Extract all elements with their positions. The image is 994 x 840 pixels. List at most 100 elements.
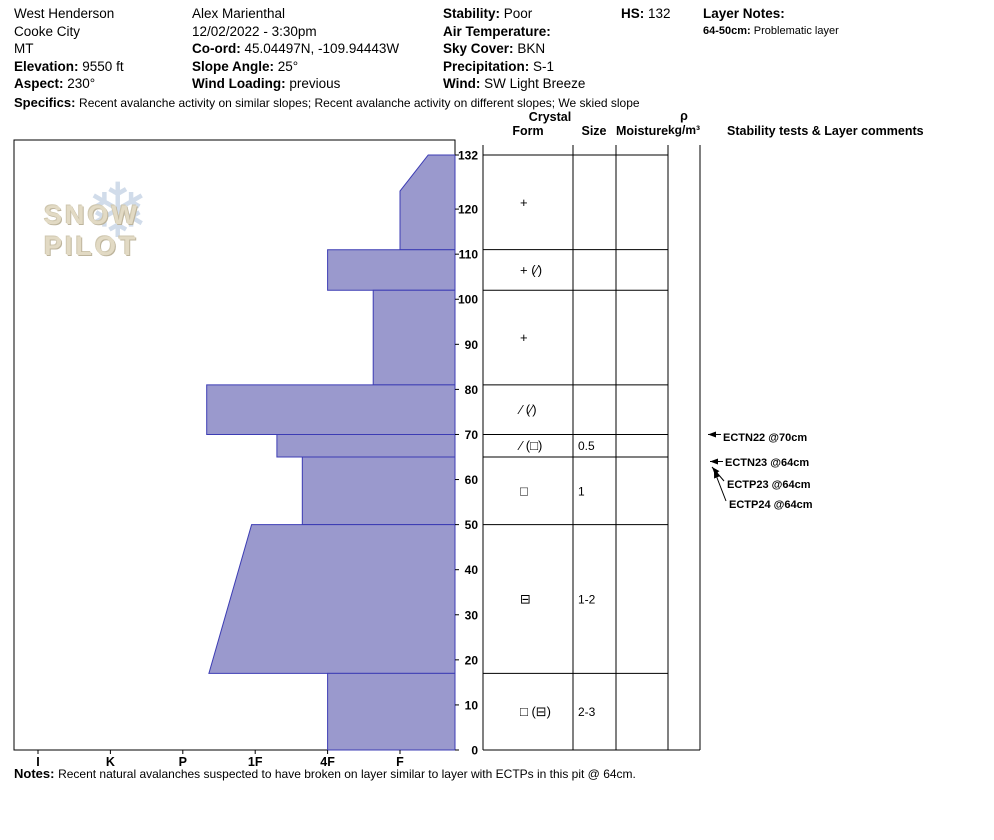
aspect-row: Aspect: 230° (14, 75, 124, 93)
depth-tick-label: 20 (465, 653, 479, 667)
crystal-form: + (520, 195, 528, 210)
air-temp-label: Air Temperature: (443, 23, 551, 39)
snowpilot-logo: ❄ SNOW PILOT (42, 169, 222, 261)
snow-layer-17-0cm (327, 672, 456, 751)
stability-test-arrow (711, 466, 725, 482)
coord-label: Co-ord: (192, 41, 241, 57)
specifics-row: Specifics: Recent avalanche activity on … (14, 95, 640, 110)
hardness-label-I: I (36, 755, 39, 769)
precip-row: Precipitation: S-1 (443, 58, 585, 76)
stability-test-label: ECTP23 @64cm (727, 479, 811, 491)
wind-value: SW Light Breeze (484, 76, 586, 92)
crystal-form: □ (520, 483, 528, 498)
form-header: Form (512, 124, 543, 138)
site-info-column: West Henderson Cooke City MT Elevation: … (14, 5, 124, 93)
depth-tick-label: 80 (465, 383, 479, 397)
coord-value: 45.04497N, -109.94443W (244, 41, 400, 57)
crystal-form: □ (⊟) (520, 704, 551, 719)
stability-test-arrow (713, 469, 727, 502)
sky-cover-row: Sky Cover: BKN (443, 40, 585, 58)
conditions-column: Stability: Poor Air Temperature: Sky Cov… (443, 5, 585, 93)
elevation-row: Elevation: 9550 ft (14, 58, 124, 76)
snowflake-icon: ❄ (86, 169, 150, 254)
air-temp-row: Air Temperature: (443, 23, 585, 41)
snow-layer-111-102cm (327, 249, 456, 291)
snow-layer-65-50cm (301, 456, 456, 526)
stability-test-label: ECTN22 @70cm (723, 432, 807, 444)
snow-layer-50-17cm (208, 524, 456, 674)
elevation-label: Elevation: (14, 58, 79, 74)
slope-angle-row: Slope Angle: 25° (192, 58, 399, 76)
wind-loading-label: Wind Loading: (192, 76, 286, 92)
snow-layer-132-111cm (399, 154, 456, 251)
depth-tick-label: 50 (465, 518, 479, 532)
crystal-form: ⊟ (520, 591, 531, 606)
wind-row: Wind: SW Light Breeze (443, 75, 585, 93)
hardness-label-K: K (106, 755, 115, 769)
depth-tick-label: 100 (458, 293, 478, 307)
layer-notes-column: Layer Notes: 64-50cm: Problematic layer (703, 5, 839, 40)
stability-value: Poor (503, 6, 533, 21)
depth-tick-label: 132 (458, 149, 478, 163)
snowpilot-logo-text: SNOW PILOT (44, 200, 140, 261)
hardness-label-4F: 4F (320, 755, 335, 769)
notes-label: Notes: (14, 766, 55, 781)
crystal-size: 2-3 (578, 705, 596, 719)
wind-loading-value: previous (289, 76, 341, 92)
layer-notes-text: Problematic layer (753, 24, 839, 37)
coord-row: Co-ord: 45.04497N, -109.94443W (192, 40, 399, 58)
notes-row: Notes: Recent natural avalanches suspect… (14, 766, 636, 781)
depth-tick-label: 10 (465, 698, 479, 712)
site-locality: Cooke City (14, 23, 81, 39)
density-header: ρ (680, 109, 688, 123)
depth-tick-label: 70 (465, 428, 479, 442)
depth-tick-label: 110 (459, 248, 479, 262)
specifics-label: Specifics: (14, 95, 76, 110)
site-state: MT (14, 41, 34, 57)
crystal-form: ∕ (□) (517, 438, 542, 453)
depth-tick-label: 0 (471, 744, 478, 758)
hs-label: HS: (621, 6, 645, 21)
depth-tick-label: 30 (465, 608, 479, 622)
layer-notes-range: 64-50cm: (703, 24, 751, 37)
crystal-size: 1-2 (578, 592, 596, 606)
stability-test-label: ECTP24 @64cm (729, 499, 813, 511)
depth-tick-label: 40 (465, 563, 479, 577)
crystal-size: 1 (578, 484, 585, 498)
hs-column: HS: 132 (621, 5, 671, 23)
site-name: West Henderson (14, 6, 115, 21)
elevation-value: 9550 ft (82, 58, 124, 74)
stability-header: Stability tests & Layer comments (727, 124, 924, 138)
aspect-label: Aspect: (14, 76, 64, 92)
sky-cover-label: Sky Cover: (443, 41, 514, 57)
hardness-label-P: P (179, 755, 187, 769)
hardness-label-F: F (396, 755, 404, 769)
density-units-header: kg/m³ (668, 123, 700, 137)
snow-layer-70-65cm (276, 434, 456, 458)
snow-layer-81-70cm (206, 384, 456, 435)
stability-label: Stability: (443, 6, 501, 21)
wind-label: Wind: (443, 76, 481, 92)
depth-tick-label: 90 (465, 338, 479, 352)
precip-value: S-1 (533, 58, 555, 74)
depth-tick-label: 60 (465, 473, 479, 487)
crystal-form: + (520, 330, 528, 345)
crystal-size: 0.5 (578, 439, 595, 453)
hs-value: 132 (648, 6, 671, 21)
hs-row: HS: 132 (621, 5, 671, 23)
crystal-form: ∕ (∕) (517, 402, 537, 417)
notes-text: Recent natural avalanches suspected to h… (58, 767, 636, 781)
layer-notes-title: Layer Notes: (703, 6, 785, 21)
slope-angle-label: Slope Angle: (192, 58, 275, 74)
depth-tick-label: 120 (458, 203, 478, 217)
observer-info-column: Alex Marienthal 12/02/2022 - 3:30pm Co-o… (192, 5, 399, 93)
snow-layer-102-81cm (372, 289, 456, 386)
crystal-header: Crystal (529, 110, 571, 124)
precip-label: Precipitation: (443, 58, 530, 74)
layer-notes-entry: 64-50cm: Problematic layer (703, 23, 839, 41)
observation-datetime: 12/02/2022 - 3:30pm (192, 23, 317, 39)
observer-name: Alex Marienthal (192, 6, 286, 21)
stability-test-label: ECTN23 @64cm (725, 457, 809, 469)
